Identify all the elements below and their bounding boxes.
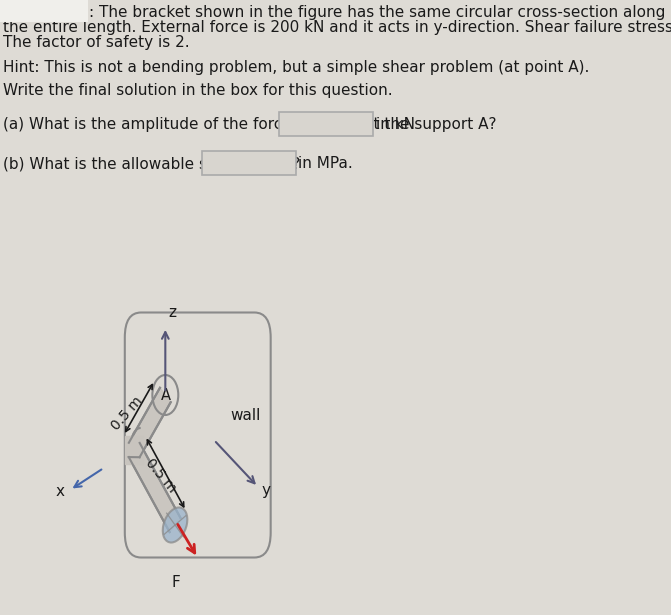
Text: 0.5 m: 0.5 m — [142, 456, 178, 495]
Polygon shape — [125, 436, 144, 464]
Text: in kN: in kN — [376, 117, 415, 132]
Text: in MPa.: in MPa. — [298, 156, 353, 171]
Text: y: y — [262, 483, 271, 499]
Text: 0.5 m: 0.5 m — [109, 394, 146, 432]
Text: (b) What is the allowable shear stress?: (b) What is the allowable shear stress? — [3, 156, 301, 171]
FancyBboxPatch shape — [279, 112, 374, 136]
Text: x: x — [56, 485, 65, 499]
Text: (a) What is the amplitude of the force reaction at the support A?: (a) What is the amplitude of the force r… — [3, 117, 497, 132]
Text: wall: wall — [230, 408, 260, 423]
FancyBboxPatch shape — [0, 0, 87, 22]
Text: : The bracket shown in the figure has the same circular cross-section along: : The bracket shown in the figure has th… — [89, 5, 666, 20]
Text: the entire length. External force is 200 kN and it acts in y-direction. Shear fa: the entire length. External force is 200… — [3, 20, 671, 35]
Text: A: A — [161, 389, 171, 403]
FancyBboxPatch shape — [201, 151, 296, 175]
Polygon shape — [129, 443, 180, 532]
Text: The factor of safety is 2.: The factor of safety is 2. — [3, 35, 190, 50]
Ellipse shape — [163, 507, 187, 542]
Text: F: F — [172, 575, 180, 590]
Text: Hint: This is not a bending problem, but a simple shear problem (at point A).: Hint: This is not a bending problem, but… — [3, 60, 590, 75]
Text: Write the final solution in the box for this question.: Write the final solution in the box for … — [3, 83, 393, 98]
Polygon shape — [129, 388, 170, 457]
Text: z: z — [168, 305, 176, 320]
